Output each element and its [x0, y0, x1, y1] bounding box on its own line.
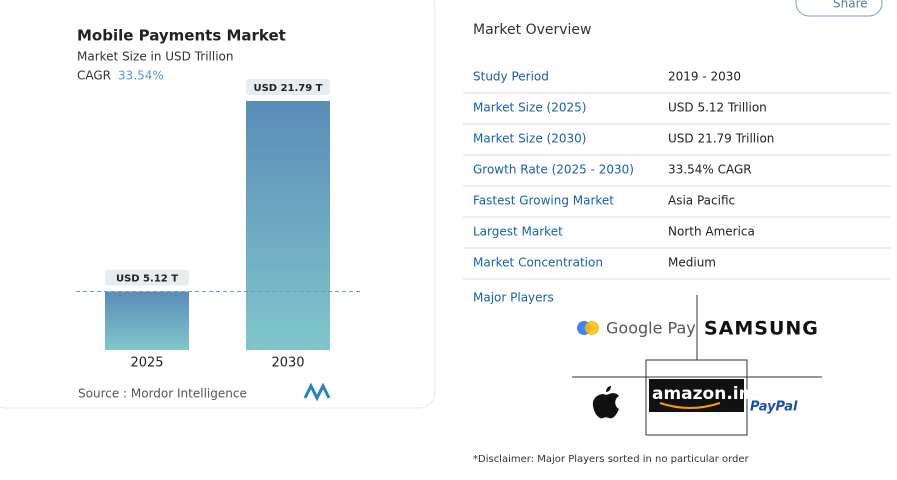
- source: Source : Mordor Intelligence: [78, 387, 247, 401]
- value-label-bg: [105, 269, 189, 286]
- x-tick-label: 2030: [271, 356, 304, 371]
- logo: [303, 382, 331, 402]
- players-label: Major Players: [473, 291, 554, 305]
- row-value: Asia Pacific: [668, 194, 735, 208]
- value-label: USD 5.12 T: [116, 273, 178, 284]
- chart-title: Mobile Payments Market: [77, 27, 286, 45]
- row-value: 33.54% CAGR: [668, 163, 752, 177]
- row-label: Largest Market: [473, 225, 563, 239]
- share-text[interactable]: Share: [833, 0, 868, 11]
- row-value: Medium: [668, 256, 716, 270]
- disclaimer: *Disclaimer: Major Players sorted in no …: [473, 454, 750, 465]
- player: amazon.in: [652, 384, 751, 404]
- overview-title: Market Overview: [473, 22, 592, 38]
- player: SAMSUNG: [704, 318, 819, 340]
- amazon-bg: [649, 379, 744, 412]
- bar: [105, 291, 189, 350]
- row-label: Market Concentration: [473, 256, 603, 270]
- row-value: 2019 - 2030: [668, 70, 741, 84]
- bar: [246, 101, 330, 350]
- x-tick-label: 2025: [130, 356, 163, 371]
- row-value: North America: [668, 225, 755, 239]
- players-grid: [572, 295, 822, 436]
- row-value: USD 21.79 Trillion: [668, 132, 774, 146]
- row-label: Study Period: [473, 70, 549, 84]
- chart-subtitle: Market Size in USD Trillion: [77, 50, 234, 64]
- row-label: Growth Rate (2025 - 2030): [473, 163, 634, 177]
- row-value: USD 5.12 Trillion: [668, 101, 767, 115]
- player: Google Pay: [606, 319, 696, 338]
- row-label: Fastest Growing Market: [473, 194, 614, 208]
- apple-logo: [592, 386, 619, 419]
- row-label: Market Size (2025): [473, 101, 586, 115]
- row-label: Market Size (2030): [473, 132, 586, 146]
- player: PayPal: [750, 400, 798, 415]
- amazon-smile: [659, 402, 721, 409]
- share-button[interactable]: [795, 0, 883, 17]
- value-label-bg: [246, 79, 330, 95]
- value-label: USD 21.79 T: [253, 83, 322, 94]
- google-pay-icon: [577, 321, 599, 335]
- cagr-value: 33.54%: [118, 69, 164, 83]
- cagr-label: CAGR: [77, 69, 111, 83]
